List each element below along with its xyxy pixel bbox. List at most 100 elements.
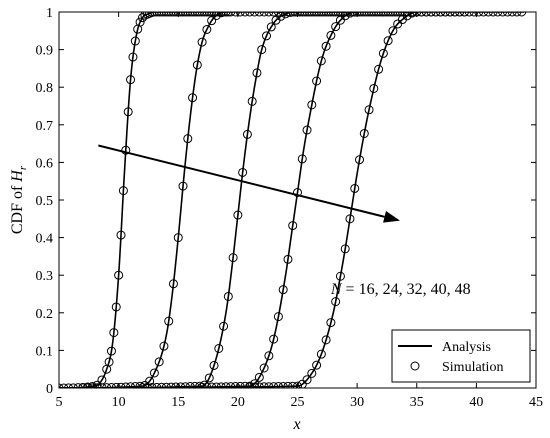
annotation-arrow — [98, 144, 385, 218]
simulation-point — [154, 357, 164, 367]
simulation-point — [321, 41, 331, 51]
simulation-point — [123, 107, 133, 117]
simulation-markers — [59, 12, 527, 388]
simulation-point — [116, 382, 126, 388]
analysis-line — [59, 12, 358, 388]
x-tick-label: 10 — [112, 395, 126, 410]
simulation-point — [116, 230, 126, 240]
x-tick-label: 15 — [171, 395, 185, 410]
simulation-point — [262, 31, 271, 41]
simulation-point — [364, 105, 374, 115]
simulation-point — [247, 96, 257, 106]
analysis-line — [59, 12, 417, 388]
y-tick-label: 0.9 — [36, 44, 54, 59]
simulation-point — [307, 12, 317, 17]
x-tick-label: 30 — [350, 395, 364, 410]
simulation-point — [293, 381, 302, 388]
simulation-point — [111, 302, 121, 312]
simulation-point — [302, 12, 312, 17]
simulation-point — [130, 382, 140, 388]
simulation-point — [183, 134, 193, 144]
simulation-point — [199, 12, 209, 17]
simulation-point — [226, 382, 236, 388]
simulation-point — [362, 12, 372, 17]
simulation-point — [173, 233, 183, 243]
simulation-point — [312, 360, 322, 370]
simulation-point — [285, 12, 295, 17]
simulation-point — [283, 254, 293, 264]
simulation-point — [109, 328, 119, 338]
simulation-point — [326, 318, 336, 328]
simulation-point — [235, 381, 245, 388]
simulation-point — [345, 12, 355, 18]
annotation: N = 16, 24, 32, 40, 48 — [98, 144, 471, 298]
simulation-point — [297, 154, 307, 164]
simulation-point — [176, 382, 186, 388]
simulation-point — [178, 181, 188, 191]
simulation-point — [221, 382, 231, 388]
simulation-point — [335, 15, 345, 25]
simulation-point — [68, 383, 78, 388]
simulation-point — [383, 12, 393, 17]
simulation-point — [440, 12, 450, 17]
simulation-point — [407, 12, 417, 18]
simulation-point — [417, 12, 427, 17]
simulation-point — [340, 12, 350, 21]
simulation-point — [378, 48, 388, 58]
simulation-point — [381, 12, 391, 17]
simulation-point — [402, 12, 412, 17]
simulation-point — [159, 341, 169, 351]
simulation-point — [512, 12, 522, 17]
simulation-point — [166, 382, 176, 388]
simulation-point — [378, 12, 388, 17]
simulation-point — [314, 12, 324, 17]
legend-simulation-swatch — [410, 361, 420, 371]
simulation-point — [257, 45, 267, 55]
simulation-point — [183, 12, 193, 17]
simulation-point — [121, 145, 131, 155]
simulation-point — [333, 12, 343, 17]
simulation-point — [195, 381, 205, 388]
simulation-point — [219, 321, 229, 331]
simulation-point — [340, 244, 350, 254]
simulation-point — [383, 36, 393, 46]
simulation-point — [269, 334, 279, 344]
simulation-point — [152, 382, 162, 388]
annotation-var: N — [330, 281, 343, 298]
simulation-point — [278, 381, 288, 388]
simulation-point — [135, 17, 145, 27]
simulation-point — [350, 183, 360, 193]
simulation-point — [316, 12, 326, 17]
simulation-point — [312, 76, 322, 86]
legend-simulation-label: Simulation — [442, 360, 503, 375]
simulation-point — [168, 12, 178, 17]
simulation-point — [73, 383, 83, 388]
x-tick-labels: 5 10 15 20 25 30 35 40 45 — [56, 395, 544, 410]
simulation-point — [293, 12, 302, 17]
simulation-point — [130, 36, 140, 46]
simulation-point — [488, 12, 498, 17]
simulation-point — [273, 382, 283, 388]
simulation-point — [171, 12, 181, 17]
simulation-point — [190, 381, 200, 388]
simulation-point — [126, 75, 136, 85]
simulation-point — [436, 12, 446, 17]
simulation-point — [412, 12, 422, 17]
simulation-point — [250, 379, 260, 388]
annotation-values: = 16, 24, 32, 40, 48 — [342, 281, 471, 298]
simulation-point — [366, 12, 376, 17]
simulation-point — [147, 382, 157, 388]
simulation-point — [245, 12, 255, 17]
simulation-point — [335, 271, 345, 281]
y-tick-label: 0.8 — [36, 81, 54, 96]
simulation-point — [304, 12, 314, 17]
simulation-point — [92, 383, 102, 388]
simulation-point — [202, 12, 212, 17]
simulation-point — [338, 12, 348, 17]
simulation-point — [216, 12, 226, 17]
simulation-point — [393, 19, 403, 29]
simulation-point — [195, 12, 205, 17]
x-axis-label: x — [292, 416, 300, 433]
simulation-point — [118, 186, 128, 196]
